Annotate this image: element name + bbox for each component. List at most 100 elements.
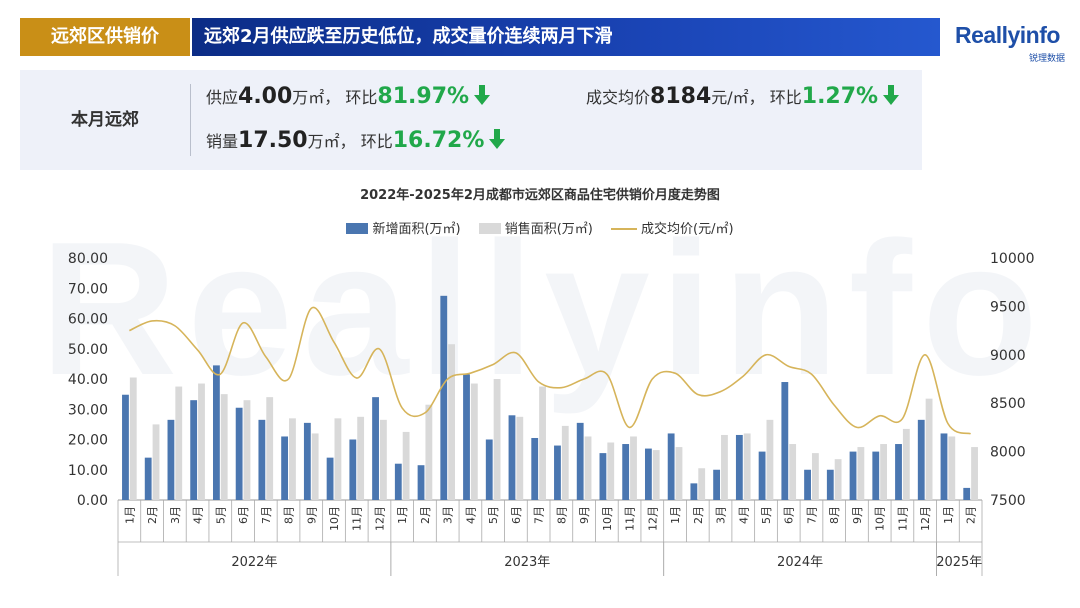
x-tick-label: 4月 (192, 506, 205, 524)
supply-bar (713, 469, 721, 500)
sales-bar (902, 428, 910, 500)
sales-prefix: 销量 (206, 132, 239, 151)
supply-bar (758, 451, 766, 500)
supply-bar (463, 374, 470, 500)
x-tick-label: 8月 (828, 506, 841, 524)
sales-bar (811, 453, 819, 500)
supply-bar (531, 437, 539, 500)
x-tick-label: 10月 (601, 506, 614, 531)
supply-bar (554, 445, 561, 500)
legend-sales-label: 销售面积(万㎡) (504, 222, 593, 237)
x-tick-label: 1月 (942, 506, 955, 524)
x-tick-label: 1月 (396, 506, 409, 524)
supply-bar (417, 465, 425, 500)
sales-bar (493, 379, 501, 500)
sales-bar (152, 424, 160, 500)
supply-bar (258, 419, 266, 500)
price-stat: 成交均价8184元/㎡， 环比1.27% (586, 84, 900, 109)
x-tick-label: 8月 (555, 506, 568, 524)
supply-bar (394, 463, 402, 500)
supply-stat: 供应4.00万㎡， 环比81.97% (206, 84, 491, 109)
supply-bar (349, 439, 357, 500)
sales-mom-label: 环比 (360, 132, 393, 151)
price-mom-value: 1.27% (801, 84, 879, 109)
supply-bar (940, 433, 948, 500)
price-value: 8184 (650, 84, 712, 109)
y-left-tick-label: 20.00 (68, 433, 108, 449)
price-line (129, 306, 971, 435)
sales-bar (834, 459, 842, 500)
sales-bar (971, 447, 978, 500)
legend-supply: 新增面积(万㎡) (346, 218, 461, 237)
supply-bar (644, 448, 652, 500)
sales-bar (129, 377, 137, 500)
x-tick-label: 3月 (169, 506, 182, 524)
legend-price-label: 成交均价(元/㎡) (641, 222, 734, 237)
x-tick-label: 7月 (805, 506, 818, 524)
chart-title: 2022年-2025年2月成都市远郊区商品住宅供销价月度走势图 (360, 188, 720, 203)
sales-bar (630, 436, 637, 500)
sales-mom-value: 16.72% (392, 128, 485, 153)
y-right-tick-label: 10000 (990, 251, 1035, 267)
supply-bar (303, 422, 311, 500)
price-mom-label: 环比 (769, 88, 802, 107)
supply-bar (485, 439, 493, 500)
supply-bar (281, 436, 289, 500)
x-tick-label: 2月 (692, 506, 705, 524)
price-prefix: 成交均价 (586, 88, 651, 107)
y-left-tick-label: 60.00 (68, 312, 108, 328)
sales-bar (220, 394, 228, 500)
down-arrow-icon (883, 85, 900, 105)
supply-unit: 万㎡， (292, 88, 341, 107)
supply-bar (622, 444, 630, 500)
supply-bar (326, 457, 334, 500)
sales-bar (289, 418, 296, 500)
sales-bar (766, 419, 774, 500)
supply-bar (576, 422, 584, 500)
y-left-tick-label: 10.00 (68, 463, 108, 479)
x-tick-label: 9月 (851, 506, 864, 524)
supply-bar (440, 295, 448, 500)
y-left-tick-label: 0.00 (77, 493, 108, 509)
legend-swatch-sales (478, 223, 501, 234)
x-tick-label: 11月 (351, 506, 364, 531)
x-tick-label: 4月 (737, 506, 750, 524)
supply-bar (122, 394, 129, 500)
x-tick-label: 2月 (965, 506, 978, 524)
x-tick-label: 10月 (874, 506, 887, 531)
x-tick-label: 5月 (487, 506, 500, 524)
supply-bar (144, 457, 152, 500)
sales-bar (516, 416, 524, 500)
supply-bar (599, 453, 607, 500)
legend-price: 成交均价(元/㎡) (611, 218, 734, 237)
legend-swatch-price (611, 228, 638, 230)
sales-bar (743, 433, 751, 500)
sales-bar (198, 383, 205, 500)
sales-bar (857, 447, 865, 500)
y-right-tick-label: 7500 (990, 493, 1026, 509)
supply-bar (735, 434, 743, 500)
sales-bar (948, 436, 956, 500)
supply-prefix: 供应 (206, 88, 239, 107)
supply-bar (895, 444, 902, 500)
y-right-tick-label: 8500 (990, 396, 1026, 412)
price-unit: 元/㎡， (711, 88, 765, 107)
x-tick-label: 11月 (896, 506, 909, 531)
sales-bar (698, 468, 706, 500)
supply-mom-value: 81.97% (377, 84, 470, 109)
sales-bar (243, 400, 251, 500)
chart-legend: 新增面积(万㎡) 销售面积(万㎡) 成交均价(元/㎡) (0, 218, 1080, 237)
sales-bar (584, 436, 592, 500)
supply-bar (690, 483, 698, 500)
supply-bar (667, 433, 675, 500)
sales-bar (925, 398, 933, 500)
sales-unit: 万㎡， (307, 132, 356, 151)
x-tick-label: 2月 (146, 506, 159, 524)
x-tick-label: 12月 (646, 506, 659, 531)
y-left-tick-label: 50.00 (68, 342, 108, 358)
supply-bar (212, 365, 220, 500)
y-left-tick-label: 70.00 (68, 281, 108, 297)
supply-bar (804, 469, 811, 500)
legend-swatch-supply (346, 223, 369, 234)
